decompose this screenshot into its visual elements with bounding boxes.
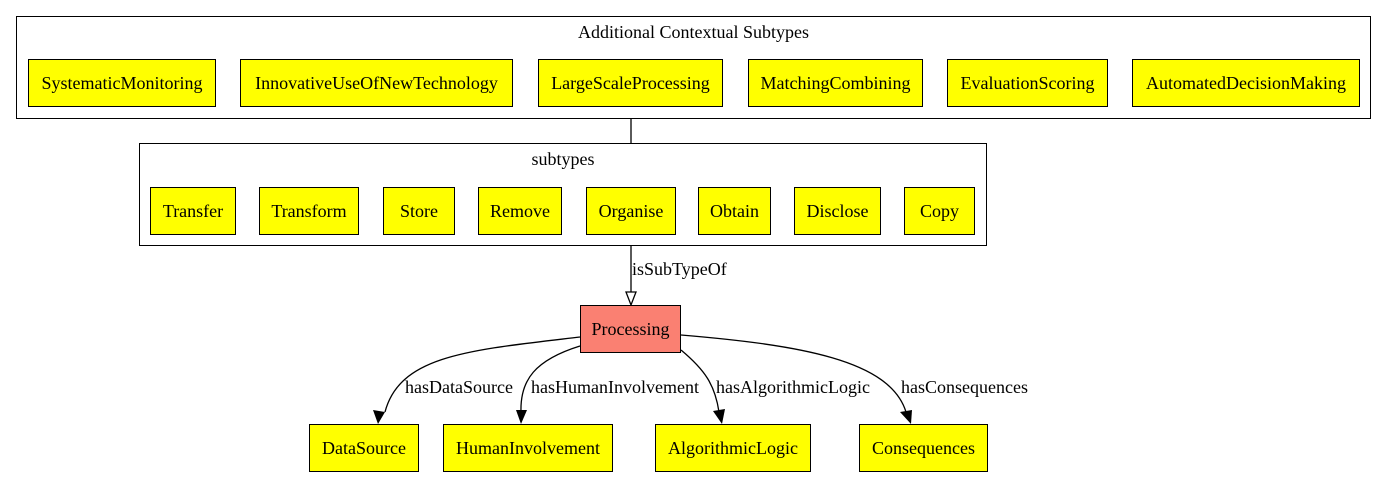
edge-has-data-source <box>384 336 581 413</box>
node-store: Store <box>383 187 455 235</box>
node-evaluation-scoring: EvaluationScoring <box>947 59 1108 107</box>
node-transfer: Transfer <box>150 187 236 235</box>
edge-has-algorithmic-logic <box>680 349 720 413</box>
node-organise: Organise <box>586 187 676 235</box>
node-systematic-monitoring: SystematicMonitoring <box>28 59 216 107</box>
edge-has-data-source-arrowhead <box>373 410 385 424</box>
edge-has-algorithmic-logic-arrowhead <box>713 409 725 424</box>
node-large-scale-processing: LargeScaleProcessing <box>538 59 723 107</box>
edge-has-human-involvement <box>520 345 581 413</box>
node-processing: Processing <box>580 305 681 353</box>
node-disclose: Disclose <box>794 187 881 235</box>
cluster-title-subtypes: subtypes <box>531 149 595 169</box>
edge-has-human-involvement-arrowhead <box>516 410 527 424</box>
node-innovative-use-of-new-technology: InnovativeUseOfNewTechnology <box>240 59 513 107</box>
edge-is-subtype-of-arrowhead <box>625 291 637 307</box>
node-algorithmic-logic: AlgorithmicLogic <box>655 424 811 472</box>
node-human-involvement: HumanInvolvement <box>443 424 613 472</box>
edge-has-consequences-arrowhead <box>900 410 912 424</box>
node-matching-combining: MatchingCombining <box>748 59 923 107</box>
edge-label-is-subtype-of: isSubTypeOf <box>632 259 727 279</box>
edge-label-has-data-source: hasDataSource <box>405 377 513 397</box>
edge-has-consequences <box>680 334 907 413</box>
node-consequences: Consequences <box>859 424 988 472</box>
edge-label-has-consequences: hasConsequences <box>901 377 1028 397</box>
node-copy: Copy <box>904 187 975 235</box>
node-obtain: Obtain <box>698 187 771 235</box>
node-automated-decision-making: AutomatedDecisionMaking <box>1132 59 1360 107</box>
node-data-source: DataSource <box>309 424 419 472</box>
edge-label-has-algorithmic-logic: hasAlgorithmicLogic <box>716 377 870 397</box>
node-remove: Remove <box>478 187 562 235</box>
cluster-title-contextual: Additional Contextual Subtypes <box>578 22 809 42</box>
edge-label-has-human-involvement: hasHumanInvolvement <box>531 377 699 397</box>
node-transform: Transform <box>259 187 359 235</box>
